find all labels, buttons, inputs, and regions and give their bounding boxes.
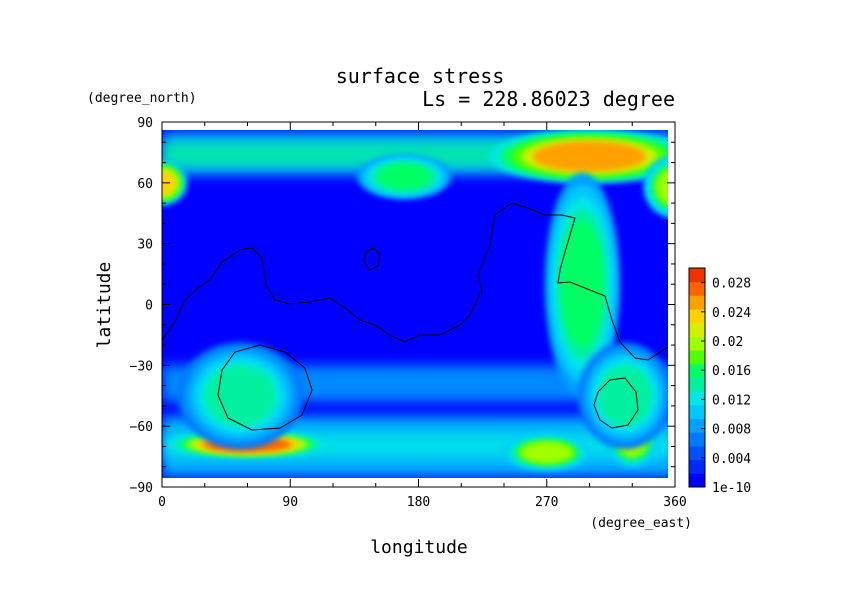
colorbar-swatch [689, 350, 705, 365]
chart-title: surface stress [336, 64, 505, 88]
chart-subtitle: Ls = 228.86023 degree [422, 87, 675, 111]
colorbar-label: 1e-10 [712, 481, 751, 496]
field-hotspot [561, 221, 604, 348]
contour-hellas [217, 344, 313, 431]
x-tick-label: 270 [535, 495, 558, 510]
colorbar-label: 0.024 [712, 306, 751, 321]
topography-contours [162, 202, 668, 431]
field-hotspot [522, 442, 572, 463]
colorbar: 0.028 0.024 0.02 0.016 0.012 0.008 0.004 1e-10 [688, 267, 751, 496]
axis-ticks [161, 121, 676, 488]
colorbar-label: 0.02 [712, 335, 743, 350]
field-layer [162, 130, 668, 478]
y-tick-label: −90 [130, 481, 153, 496]
colorbar-label: 0.004 [712, 452, 751, 467]
field-hotspot [598, 365, 652, 426]
y-axis-label: latitude [94, 262, 115, 349]
colorbar-swatch [689, 295, 705, 310]
field-hotspot [377, 164, 431, 190]
x-units-label: (degree_east) [590, 516, 692, 531]
colorbar-swatch [689, 445, 705, 461]
colorbar-label: 0.028 [712, 277, 751, 292]
colorbar-swatch [689, 281, 705, 296]
colorbar-swatch [689, 418, 705, 433]
colorbar-swatch [689, 322, 705, 337]
colorbar-label: 0.012 [712, 393, 751, 408]
colorbar-swatch [689, 363, 705, 378]
contour-small-ring [363, 247, 381, 271]
field-hotspot [205, 365, 276, 426]
x-tick-label: 90 [282, 495, 298, 510]
field-hotspots [162, 130, 668, 471]
colorbar-swatch [689, 377, 705, 392]
colorbar-swatch [689, 309, 705, 324]
y-tick-label: 0 [145, 299, 153, 314]
y-tick-label: 60 [137, 177, 153, 192]
colorbar-swatch [689, 391, 705, 406]
x-tick-label: 360 [663, 495, 686, 510]
colorbar-swatch [689, 473, 705, 488]
colorbar-frame [688, 267, 706, 488]
colorbar-swatch [689, 459, 705, 474]
x-tick-label: 0 [158, 495, 166, 510]
colorbar-swatch [689, 404, 705, 420]
contour-tharsis-boundary [162, 202, 668, 361]
y-tick-labels: 90 60 30 0 −30 −60 −90 [130, 116, 153, 496]
x-axis-label: longitude [370, 537, 468, 558]
colorbar-swatch [689, 432, 705, 447]
colorbar-swatch [689, 336, 705, 351]
y-tick-label: 90 [137, 116, 153, 131]
field-hotspot [657, 170, 668, 204]
y-tick-label: −30 [130, 359, 153, 374]
x-tick-labels: 0 90 180 270 360 [158, 495, 687, 510]
y-tick-label: 30 [137, 238, 153, 253]
y-tick-label: −60 [130, 420, 153, 435]
field-hotspot [532, 141, 647, 172]
colorbar-swatch [689, 268, 705, 283]
colorbar-label: 0.008 [712, 423, 751, 438]
colorbar-label: 0.016 [712, 364, 751, 379]
y-units-label: (degree_north) [87, 91, 197, 106]
contour-argyre [593, 377, 639, 429]
x-tick-label: 180 [407, 495, 430, 510]
